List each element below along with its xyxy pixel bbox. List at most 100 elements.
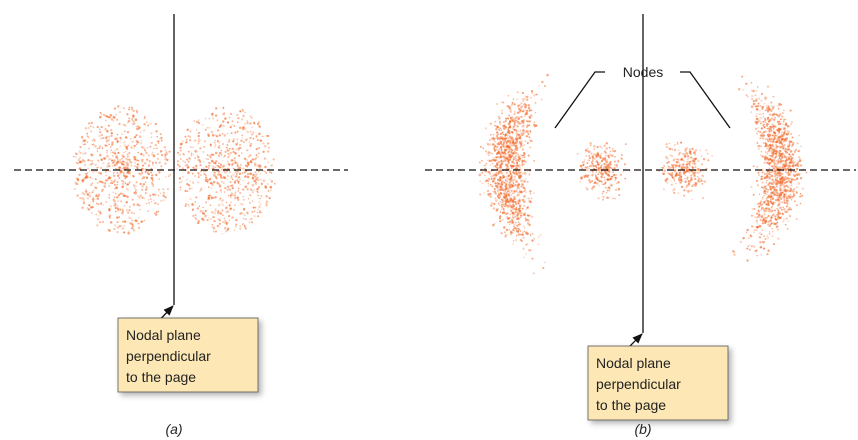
density-dot [611, 154, 613, 156]
callout-text: Nodal plane [126, 327, 201, 343]
density-dot [534, 102, 536, 104]
density-dot [525, 192, 527, 194]
density-dot [212, 216, 214, 218]
density-dot [488, 180, 490, 182]
density-dot [535, 112, 537, 114]
density-dot [111, 141, 114, 144]
density-dot [131, 165, 133, 167]
density-dot [509, 229, 511, 231]
density-dot [772, 204, 774, 206]
density-dot [257, 195, 258, 196]
density-dot [615, 189, 618, 192]
density-dot [136, 160, 138, 162]
density-dot [227, 185, 229, 187]
density-dot [791, 199, 792, 200]
density-dot [196, 121, 198, 123]
density-dot [768, 121, 770, 123]
density-dot [110, 114, 113, 117]
density-dot [758, 214, 761, 217]
density-dot [759, 232, 761, 234]
density-dot [670, 167, 672, 169]
density-dot [194, 140, 196, 142]
density-dot [520, 102, 522, 104]
density-dot [186, 179, 188, 181]
density-dot [205, 179, 207, 181]
density-dot [164, 196, 166, 198]
density-dot [493, 138, 495, 140]
density-dot [217, 225, 219, 227]
density-dot [521, 140, 523, 142]
density-dot [522, 234, 524, 236]
density-dot [151, 154, 153, 156]
density-dot [119, 141, 121, 143]
density-dot [501, 143, 503, 145]
density-dot [234, 195, 236, 197]
density-dot [205, 176, 207, 178]
density-dot [688, 171, 690, 173]
density-dot [678, 180, 680, 182]
density-dot [597, 173, 599, 175]
density-dot [669, 148, 671, 150]
density-dot [214, 196, 217, 199]
density-dot [704, 181, 706, 183]
density-dot [255, 182, 257, 184]
density-dot [531, 216, 533, 218]
density-dot [590, 144, 592, 146]
density-dot [117, 210, 119, 212]
density-dot [774, 173, 776, 175]
density-dot [502, 199, 504, 201]
density-dot [113, 159, 115, 161]
density-dot [773, 137, 775, 139]
density-dot [618, 160, 620, 162]
density-dot [783, 121, 785, 123]
density-dot [506, 140, 508, 142]
density-dot [786, 205, 788, 207]
density-dot [756, 113, 758, 115]
density-dot [163, 192, 165, 194]
density-dot [746, 259, 748, 261]
density-dot [601, 147, 603, 149]
density-dot [197, 207, 199, 209]
density-dot [753, 165, 755, 167]
density-dot [767, 134, 769, 136]
density-dot [108, 125, 110, 127]
density-dot [529, 136, 531, 138]
density-dot [255, 173, 257, 175]
density-dot [188, 184, 190, 186]
density-dot [756, 133, 758, 135]
density-dot [218, 165, 220, 167]
density-dot [505, 199, 507, 201]
density-dot [87, 193, 90, 196]
density-dot [779, 187, 781, 189]
density-dot [769, 231, 770, 232]
density-dot [257, 177, 259, 179]
density-dot [197, 159, 200, 162]
density-dot [586, 147, 588, 149]
density-dot [164, 146, 167, 149]
density-dot [760, 254, 762, 256]
density-dot [88, 137, 89, 138]
density-dot [198, 119, 200, 121]
density-dot [227, 133, 228, 134]
density-dot [581, 167, 583, 169]
density-dot [485, 127, 487, 129]
density-dot [516, 235, 518, 237]
density-dot [186, 129, 189, 132]
density-dot [759, 105, 761, 107]
density-dot [137, 203, 140, 206]
density-dot [90, 130, 92, 132]
density-dot [783, 110, 784, 111]
density-dot [242, 115, 244, 117]
density-dot [499, 217, 502, 220]
density-dot [528, 124, 530, 126]
density-dot [113, 196, 115, 198]
density-dot [117, 105, 119, 107]
density-dot [159, 162, 161, 164]
density-dot [156, 147, 158, 149]
density-dot [132, 225, 134, 227]
density-dot [149, 146, 151, 148]
density-dot [93, 138, 95, 140]
density-dot [507, 206, 509, 208]
density-dot [534, 122, 536, 124]
density-dot [605, 155, 607, 157]
